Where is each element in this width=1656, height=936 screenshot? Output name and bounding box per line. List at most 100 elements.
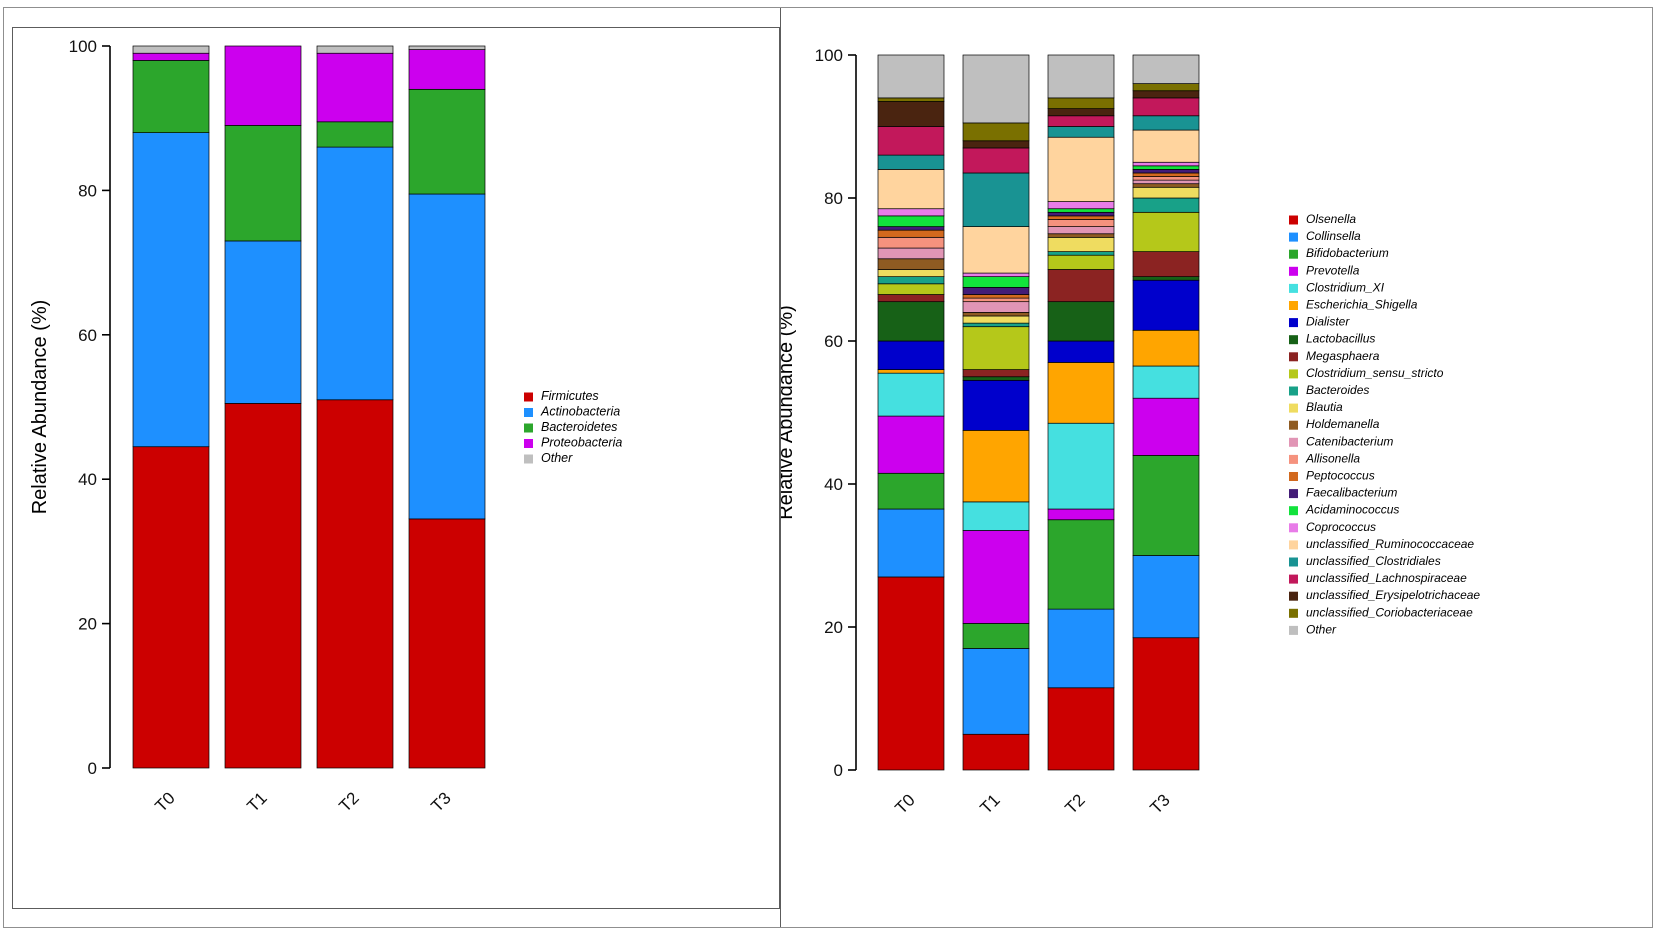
x-axis-category-label: T3: [427, 788, 454, 815]
bar-segment-T2-Actinobacteria: [316, 146, 394, 401]
x-axis-category-label: T3: [1146, 790, 1173, 817]
bar-segment-T3-Bacteroidetes: [408, 88, 486, 195]
bar-segment-T1-Catenibacterium: [962, 301, 1030, 313]
legend-swatch: [1289, 318, 1298, 328]
legend-label: Bifidobacterium: [1306, 246, 1389, 260]
bar-segment-T1-Megasphaera: [962, 369, 1030, 378]
legend-swatch: [1289, 249, 1298, 259]
bar-segment-T2-Catenibacterium: [1047, 226, 1115, 235]
legend-swatch: [1289, 215, 1298, 225]
bar-segment-T0-Coprococcus: [877, 208, 945, 217]
bar-segment-T0-Proteobacteria: [132, 52, 210, 61]
legend-label: Megasphaera: [1306, 349, 1380, 363]
bar-segment-T1-Prevotella: [962, 530, 1030, 624]
legend-label: Prevotella: [1306, 263, 1360, 277]
legend-swatch: [1289, 352, 1298, 362]
legend-label: Holdemanella: [1306, 417, 1380, 431]
legend-swatch: [1289, 472, 1298, 481]
bar-segment-T3-unclassified_Lachnospiraceae: [1132, 97, 1200, 117]
bar-segment-T3-Peptococcus: [1132, 172, 1200, 177]
bar-segment-T3-Clostridium_sensu_stricto: [1132, 211, 1200, 252]
bar-segment-T1-Allisonella: [962, 297, 1030, 303]
bar-segment-T3-Proteobacteria: [408, 49, 486, 90]
y-axis-tick-label: 80: [78, 181, 97, 200]
bar-segment-T3-unclassified_Clostridiales: [1132, 115, 1200, 131]
legend-swatch: [1289, 420, 1298, 430]
bar-segment-T3-Actinobacteria: [408, 193, 486, 520]
legend-label: Firmicutes: [541, 389, 599, 403]
bar-segment-T3-Faecalibacterium: [1132, 169, 1200, 174]
bar-segment-T2-Bacteroidetes: [316, 121, 394, 148]
bar-segment-T2-Bacteroides: [1047, 251, 1115, 256]
bar-segment-T1-Blautia: [962, 315, 1030, 324]
bar-segment-T2-unclassified_Coriobacteriaceae: [1047, 97, 1115, 109]
legend-swatch: [1289, 574, 1298, 584]
legend-label: Other: [541, 451, 573, 465]
bar-segment-T1-Firmicutes: [224, 403, 302, 769]
legend-swatch: [524, 454, 533, 464]
y-axis-tick-label: 0: [88, 759, 97, 778]
bar-segment-T1-Coprococcus: [962, 272, 1030, 278]
bar-segment-T3-Collinsella: [1132, 555, 1200, 639]
legend-swatch: [1289, 403, 1298, 413]
legend-swatch: [1289, 557, 1298, 567]
legend-swatch: [524, 392, 533, 402]
bar-segment-T1-Proteobacteria: [224, 45, 302, 126]
y-axis-title: Relative Abundance (%): [781, 305, 797, 520]
bar-segment-T0-unclassified_Coriobacteriaceae: [877, 97, 945, 102]
bar-segment-T0-unclassified_Lachnospiraceae: [877, 126, 945, 156]
bar-segment-T1-unclassified_Ruminococcaceae: [962, 226, 1030, 274]
bar-segment-T0-Clostridium_XI: [877, 372, 945, 417]
bar-segment-T0-Other: [132, 45, 210, 54]
bar-segment-T0-Actinobacteria: [132, 132, 210, 448]
bar-segment-T0-Allisonella: [877, 236, 945, 249]
bar-segment-T3-Clostridium_XI: [1132, 365, 1200, 399]
bar-segment-T2-Firmicutes: [316, 399, 394, 769]
bar-segment-T3-unclassified_Erysipelotrichaceae: [1132, 90, 1200, 99]
legend-swatch: [1289, 283, 1298, 293]
y-axis-tick-label: 40: [78, 470, 97, 489]
legend-label: unclassified_Ruminococcaceae: [1306, 537, 1474, 551]
y-axis-tick-label: 60: [78, 326, 97, 345]
legend-label: Clostridium_sensu_stricto: [1306, 366, 1444, 380]
legend-swatch: [1289, 335, 1298, 345]
bar-segment-T0-Firmicutes: [132, 446, 210, 769]
bar-segment-T1-unclassified_Lachnospiraceae: [962, 147, 1030, 174]
legend-swatch: [1289, 540, 1298, 550]
legend-label: unclassified_Lachnospiraceae: [1306, 571, 1467, 585]
legend-swatch: [1289, 608, 1298, 618]
legend-swatch: [1289, 489, 1298, 499]
bar-segment-T2-Megasphaera: [1047, 269, 1115, 303]
bar-segment-T0-Olsenella: [877, 576, 945, 771]
bar-segment-T0-Holdemanella: [877, 258, 945, 270]
bar-segment-T3-Firmicutes: [408, 518, 486, 769]
bar-segment-T1-Bacteroidetes: [224, 125, 302, 242]
x-axis-category-label: T1: [976, 790, 1003, 817]
x-axis-category-label: T1: [243, 788, 270, 815]
legend-label: Actinobacteria: [540, 405, 620, 419]
legend-label: Lactobacillus: [1306, 332, 1375, 346]
bar-segment-T2-unclassified_Ruminococcaceae: [1047, 136, 1115, 202]
bar-segment-T0-Catenibacterium: [877, 247, 945, 260]
bar-segment-T2-Blautia: [1047, 236, 1115, 252]
bar-segment-T1-unclassified_Coriobacteriaceae: [962, 122, 1030, 142]
legend-label: Blautia: [1306, 400, 1343, 414]
genus-panel: 0 20 40 60 80 100 Relative Abundance (%) T0 T1 T2…: [781, 8, 1652, 927]
legend-label: Coprococcus: [1306, 520, 1376, 534]
bar-segment-T1-unclassified_Clostridiales: [962, 172, 1030, 227]
bar-segment-T0-Bacteroides: [877, 276, 945, 285]
legend-swatch: [1289, 625, 1298, 635]
bar-segment-T0-Dialister: [877, 340, 945, 370]
bar-segment-T2-Faecalibacterium: [1047, 211, 1115, 217]
legend-label: Faecalibacterium: [1306, 486, 1397, 500]
bar-segment-T3-Coprococcus: [1132, 161, 1200, 167]
bar-segment-T3-Acidaminococcus: [1132, 165, 1200, 170]
legend-label: Dialister: [1306, 315, 1350, 329]
legend-label: Clostridium_XI: [1306, 280, 1385, 294]
legend-label: Olsenella: [1306, 212, 1356, 226]
genus-stacked-bar-chart: 0 20 40 60 80 100 Relative Abundance (%) T0 T1 T2…: [781, 46, 1480, 818]
bar-segment-T0-Clostridium_sensu_stricto: [877, 283, 945, 295]
legend-label: Bacteroides: [1306, 383, 1369, 397]
legend-label: Collinsella: [1306, 229, 1361, 243]
bar-segment-T0-Lactobacillus: [877, 301, 945, 342]
